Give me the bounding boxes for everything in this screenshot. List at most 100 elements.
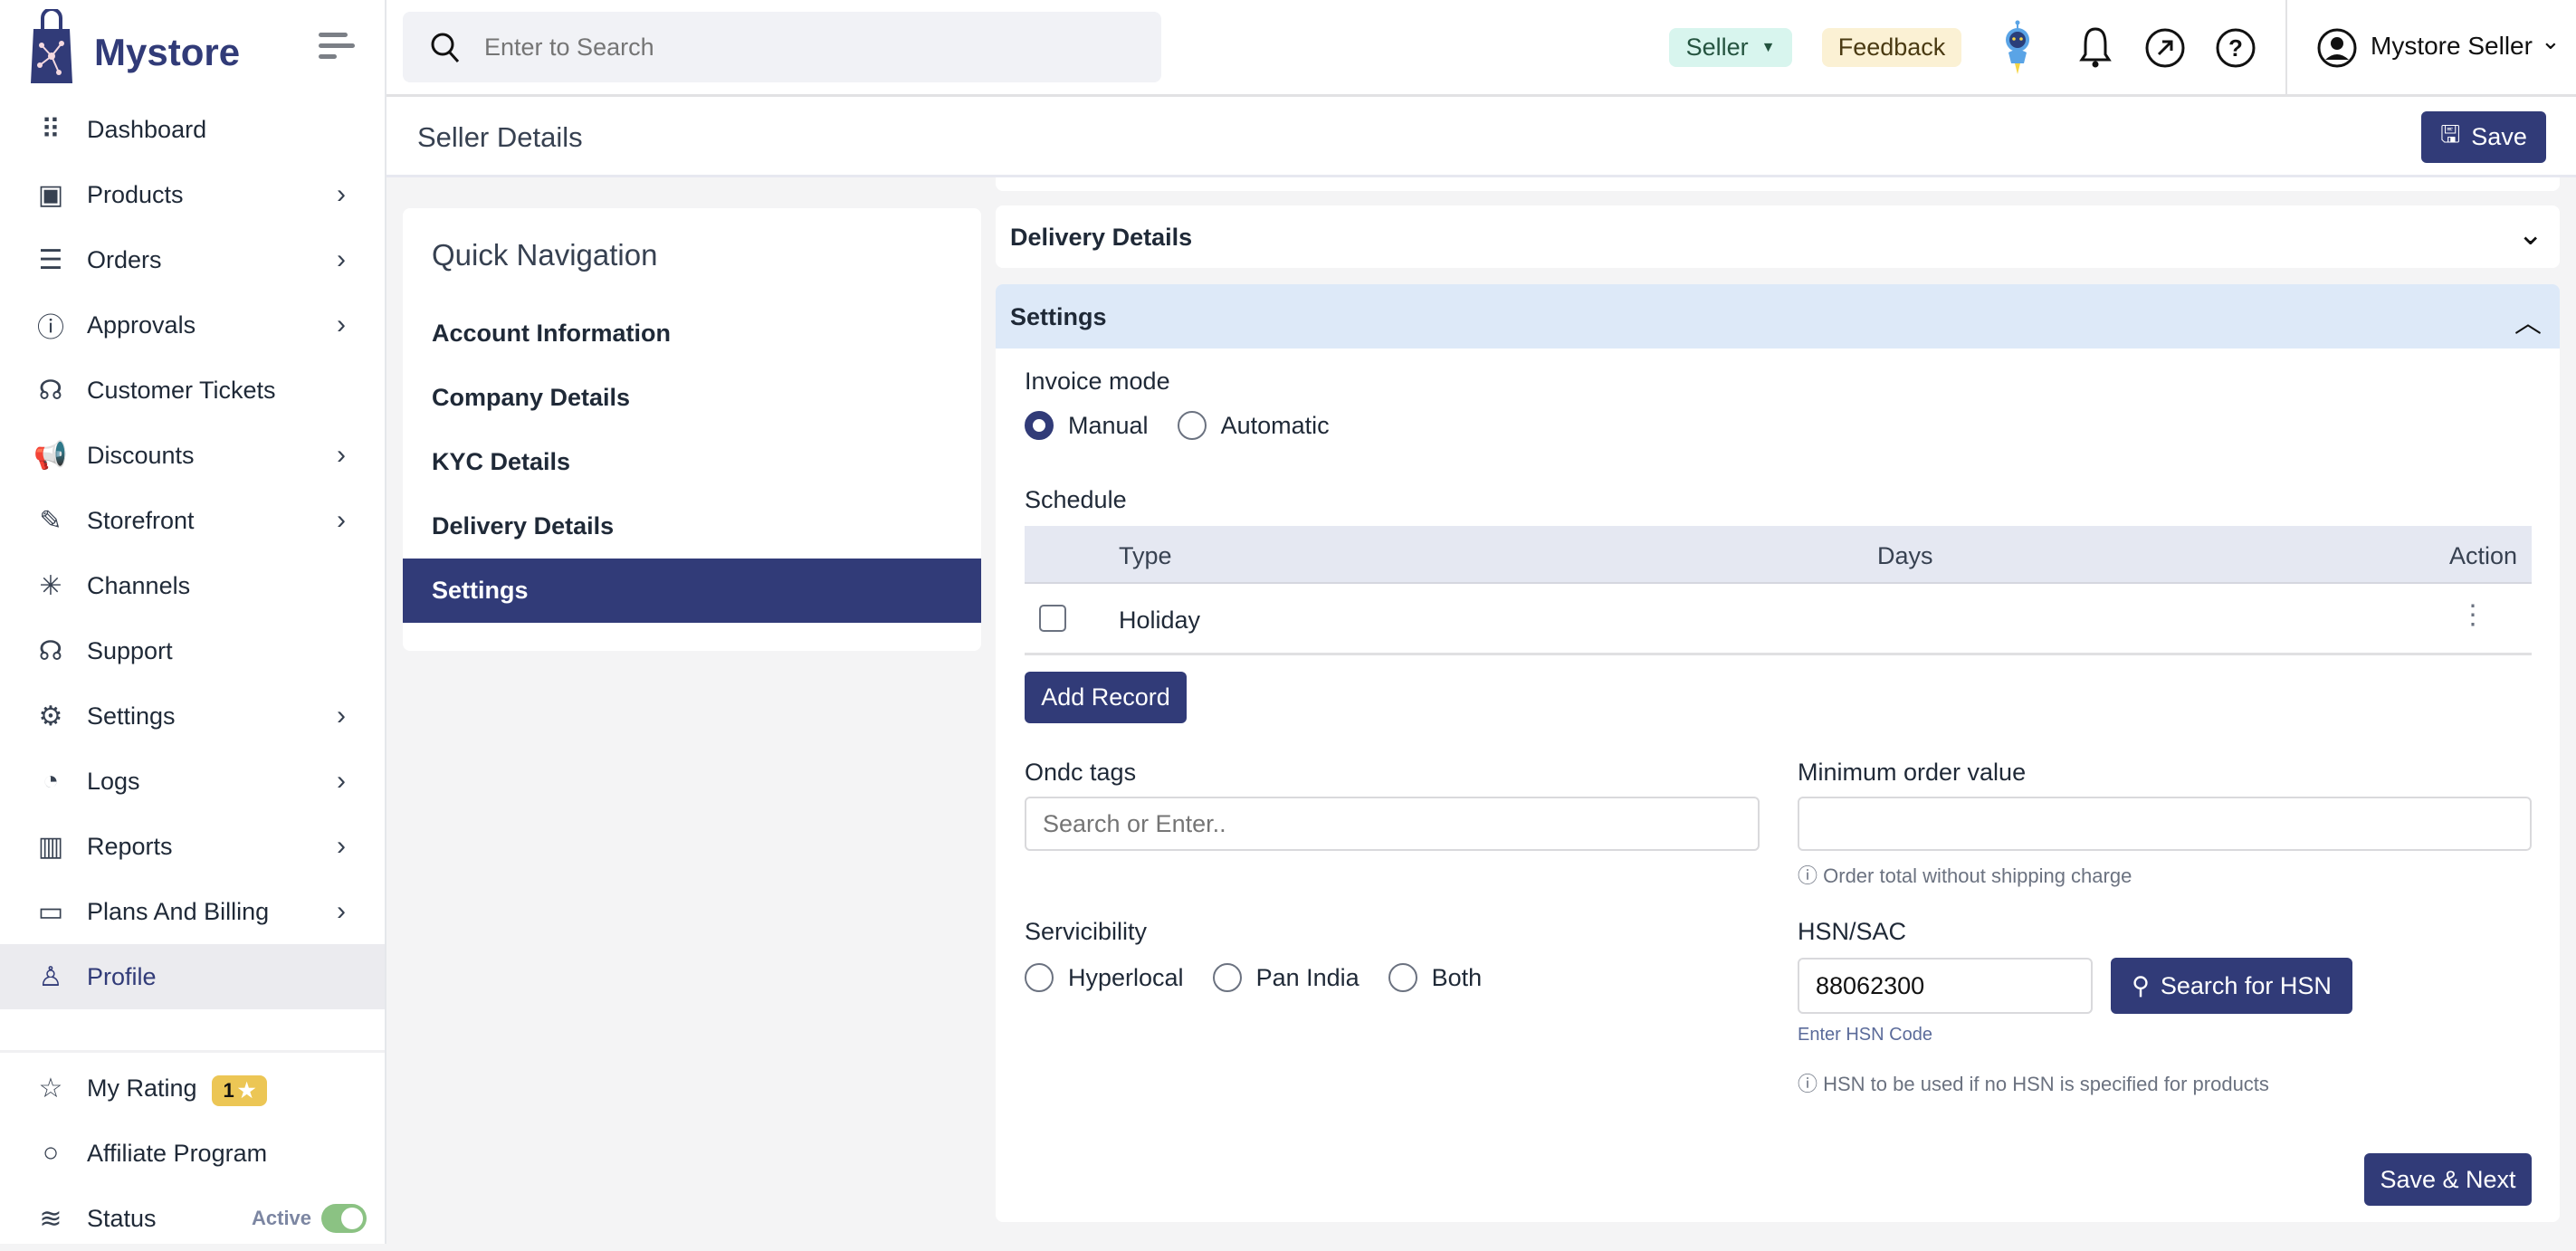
save-label: Save — [2471, 123, 2527, 150]
hyperlocal-radio[interactable] — [1025, 963, 1054, 992]
schedule-table-header: Type Days Action — [1025, 526, 2532, 584]
chevron-right-icon: › — [337, 179, 346, 209]
quick-nav-delivery-details[interactable]: Delivery Details — [432, 512, 615, 540]
hsn-sub-label: Enter HSN Code — [1798, 1025, 1932, 1045]
delivery-details-section[interactable]: Delivery Details ⌄ — [996, 205, 2560, 268]
sidebar-item-label: Settings — [87, 702, 176, 730]
minimum-order-input[interactable] — [1798, 797, 2532, 851]
search-bar[interactable] — [403, 12, 1161, 82]
external-link-icon[interactable] — [2144, 27, 2186, 69]
search-icon — [431, 33, 460, 63]
status-toggle[interactable] — [321, 1204, 367, 1233]
pan-india-label: Pan India — [1255, 963, 1360, 991]
box-icon: ▣ — [37, 179, 64, 210]
sidebar-item-discounts[interactable]: 📢 Discounts › — [0, 423, 385, 488]
clipboard-icon: ☰ — [38, 244, 63, 275]
previous-section-end — [996, 177, 2560, 191]
both-radio[interactable] — [1388, 963, 1417, 992]
brush-icon: ✎ — [39, 505, 62, 536]
page-header: Seller Details 🖫 Save — [386, 97, 2576, 177]
sidebar-item-support[interactable]: ☊ Support — [0, 618, 385, 683]
sidebar-item-affiliate-program[interactable]: ○ Affiliate Program — [0, 1121, 385, 1186]
user-name[interactable]: Mystore Seller — [2371, 32, 2533, 60]
column-type: Type — [1119, 542, 1172, 569]
sidebar-item-products[interactable]: ▣ Products › — [0, 162, 385, 227]
chevron-right-icon: › — [337, 896, 346, 926]
info-square-icon: ⓘ — [37, 313, 64, 343]
sidebar-item-settings[interactable]: ⚙ Settings › — [0, 683, 385, 749]
sidebar-item-reports[interactable]: ▥ Reports › — [0, 814, 385, 879]
role-label: Seller — [1685, 33, 1749, 61]
chevron-right-icon: › — [337, 244, 346, 274]
search-hsn-button[interactable]: ⚲ Search for HSN — [2111, 958, 2352, 1014]
sidebar-item-channels[interactable]: ✳ Channels — [0, 553, 385, 618]
sidebar-item-label: Affiliate Program — [87, 1139, 268, 1167]
hyperlocal-label: Hyperlocal — [1068, 963, 1184, 991]
save-next-button[interactable]: Save & Next — [2364, 1153, 2532, 1206]
pan-india-radio[interactable] — [1212, 963, 1242, 992]
chevron-right-icon: › — [337, 701, 346, 731]
schedule-label: Schedule — [1025, 486, 1127, 513]
servicibility-label: Servicibility — [1025, 918, 1148, 945]
row-checkbox[interactable] — [1039, 605, 1066, 632]
manual-radio[interactable] — [1025, 411, 1054, 440]
help-icon[interactable]: ? — [2215, 27, 2256, 69]
automatic-radio[interactable] — [1177, 411, 1207, 440]
brand-name: Mystore — [94, 31, 241, 73]
sidebar-item-label: Orders — [87, 245, 162, 273]
chevron-down-icon: ⌄ — [2517, 217, 2544, 252]
megaphone-icon: 📢 — [33, 440, 68, 471]
role-selector[interactable]: Seller ▼ — [1669, 28, 1792, 67]
search-icon: ⚲ — [2132, 971, 2150, 999]
ondc-tags-input[interactable] — [1025, 797, 1760, 851]
sidebar-item-customer-tickets[interactable]: ☊ Customer Tickets — [0, 358, 385, 423]
quick-nav-company-details[interactable]: Company Details — [432, 384, 631, 411]
notification-bell-icon[interactable] — [2079, 25, 2112, 69]
table-row: Holiday ⋮ — [1025, 585, 2532, 655]
header-divider — [2285, 0, 2287, 97]
user-menu-chevron-icon[interactable]: ⌄ — [2541, 27, 2561, 54]
user-avatar-icon[interactable] — [2316, 27, 2358, 69]
sidebar-item-label: My Rating — [87, 1074, 197, 1102]
headset-icon: ☊ — [38, 375, 63, 406]
assistant-robot-icon[interactable] — [1999, 20, 2036, 76]
sidebar-item-status[interactable]: ≋ Status — [0, 1186, 385, 1251]
invoice-mode-label: Invoice mode — [1025, 368, 1170, 395]
sidebar-item-label: Storefront — [87, 506, 195, 534]
sidebar-divider — [0, 1050, 385, 1053]
menu-toggle-icon[interactable] — [319, 33, 358, 59]
sidebar-item-label: Logs — [87, 767, 140, 795]
sidebar-item-dashboard[interactable]: ⠿ Dashboard — [0, 97, 385, 162]
grid-icon: ⠿ — [41, 114, 61, 145]
sidebar-item-plans-and-billing[interactable]: ▭ Plans And Billing › — [0, 879, 385, 944]
add-record-button[interactable]: Add Record — [1025, 672, 1187, 723]
hsn-sac-label: HSN/SAC — [1798, 918, 1907, 945]
save-button[interactable]: 🖫 Save — [2421, 111, 2546, 163]
sidebar-item-profile[interactable]: ♙ Profile — [0, 944, 385, 1009]
sidebar-item-my-rating[interactable]: ☆ My Rating — [0, 1055, 385, 1121]
quick-nav-settings[interactable]: Settings — [403, 559, 981, 623]
sidebar-item-storefront[interactable]: ✎ Storefront › — [0, 488, 385, 553]
caret-down-icon: ▼ — [1760, 39, 1776, 55]
minimum-order-label: Minimum order value — [1798, 759, 2027, 786]
chevron-right-icon: › — [337, 440, 346, 470]
feedback-button[interactable]: Feedback — [1822, 28, 1961, 67]
quick-nav-account-information[interactable]: Account Information — [432, 320, 671, 347]
hsn-input[interactable] — [1798, 958, 2093, 1014]
hint-text: HSN to be used if no HSN is specified fo… — [1823, 1073, 2269, 1095]
svg-text:?: ? — [2228, 34, 2243, 62]
sidebar-item-orders[interactable]: ☰ Orders › — [0, 227, 385, 292]
settings-section-header[interactable]: Settings ︿ — [996, 284, 2560, 349]
timer-icon: ◔ — [42, 766, 60, 796]
settings-section: Settings ︿ Invoice mode Manual Automatic… — [996, 284, 2560, 1222]
servicibility-radio-group: Hyperlocal Pan India Both — [1025, 963, 1482, 992]
sidebar-item-approvals[interactable]: ⓘ Approvals › — [0, 292, 385, 358]
quick-nav-kyc-details[interactable]: KYC Details — [432, 448, 571, 475]
invoice-mode-radio-group: Manual Automatic — [1025, 411, 1330, 440]
chevron-right-icon: › — [337, 766, 346, 796]
sidebar-item-logs[interactable]: ◔ Logs › — [0, 749, 385, 814]
row-type: Holiday — [1119, 606, 1201, 634]
row-actions-icon[interactable]: ⋮ — [2459, 600, 2486, 630]
gear-icon: ⚙ — [38, 701, 63, 731]
search-input[interactable] — [484, 28, 1118, 66]
